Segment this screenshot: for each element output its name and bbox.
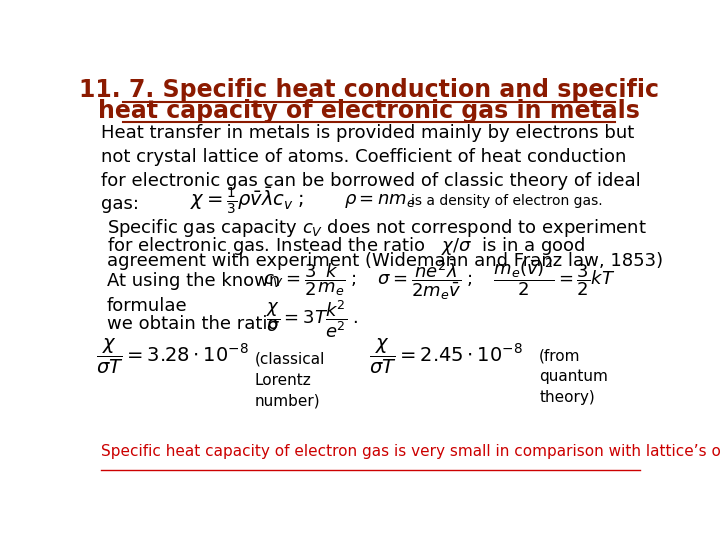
- Text: is a density of electron gas.: is a density of electron gas.: [411, 194, 603, 208]
- Text: Heat transfer in metals is provided mainly by electrons but
not crystal lattice : Heat transfer in metals is provided main…: [101, 124, 641, 213]
- Text: $\dfrac{\chi}{\sigma T} = 3.28\cdot10^{-8}$: $\dfrac{\chi}{\sigma T} = 3.28\cdot10^{-…: [96, 337, 248, 376]
- Text: $\rho = nm_e$: $\rho = nm_e$: [344, 192, 415, 210]
- Text: Specific heat capacity of electron gas is very small in comparison with lattice’: Specific heat capacity of electron gas i…: [101, 444, 720, 459]
- Text: $c_V = \dfrac{3}{2}\dfrac{k}{m_e}\;;\quad \sigma = \dfrac{ne^2\bar{\lambda}}{2m_: $c_V = \dfrac{3}{2}\dfrac{k}{m_e}\;;\qua…: [263, 256, 616, 302]
- Text: (from
quantum
theory): (from quantum theory): [539, 348, 608, 406]
- Text: for electronic gas. Instead the ratio   $\chi/\sigma$  is in a good: for electronic gas. Instead the ratio $\…: [107, 235, 585, 257]
- Text: $\dfrac{\chi}{\sigma T} = 2.45\cdot10^{-8}$: $\dfrac{\chi}{\sigma T} = 2.45\cdot10^{-…: [369, 337, 523, 376]
- Text: (classical
Lorentz
number): (classical Lorentz number): [255, 352, 325, 409]
- Text: At using the known
formulae: At using the known formulae: [107, 272, 280, 315]
- Text: heat capacity of electronic gas in metals: heat capacity of electronic gas in metal…: [98, 99, 640, 123]
- Text: agreement with experiment (Widemann and Franz law, 1853): agreement with experiment (Widemann and …: [107, 252, 663, 271]
- Text: Specific gas capacity $\mathit{c_V}$ does not correspond to experiment: Specific gas capacity $\mathit{c_V}$ doe…: [107, 218, 647, 239]
- Text: $\chi = \frac{1}{3}\rho\bar{v}\bar{\lambda}c_v\;$;: $\chi = \frac{1}{3}\rho\bar{v}\bar{\lamb…: [190, 186, 305, 217]
- Text: $\dfrac{\chi}{\sigma} = 3T\dfrac{k^2}{e^2}\;.$: $\dfrac{\chi}{\sigma} = 3T\dfrac{k^2}{e^…: [266, 298, 358, 340]
- Text: 11. 7. Specific heat conduction and specific: 11. 7. Specific heat conduction and spec…: [79, 78, 659, 102]
- Text: we obtain the ratio: we obtain the ratio: [107, 315, 278, 333]
